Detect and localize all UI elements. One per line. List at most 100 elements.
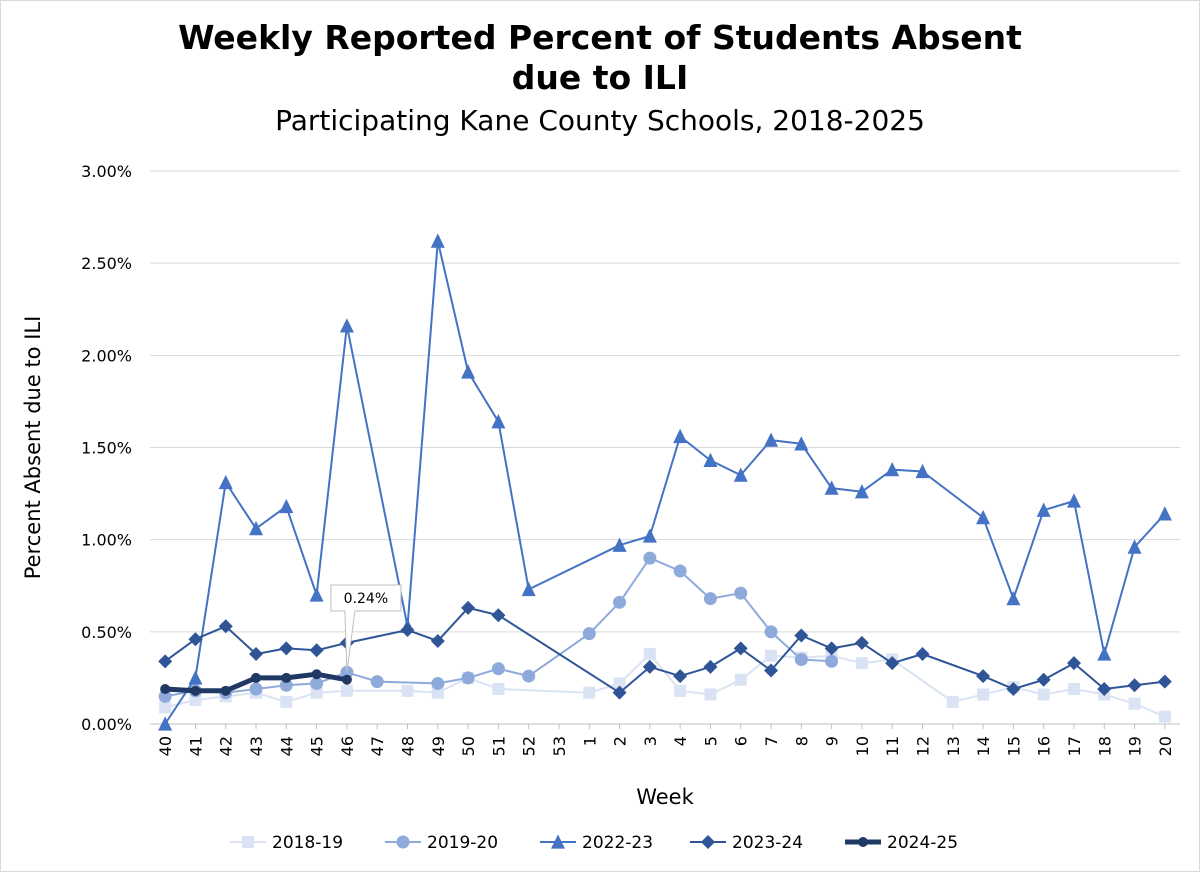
data-point-2018-19: [734, 673, 747, 686]
data-point-2022-23: [339, 318, 354, 333]
x-tick-label: 18: [1095, 736, 1114, 756]
data-point-2019-20: [310, 676, 324, 690]
data-point-2022-23: [309, 587, 324, 602]
data-point-2018-19: [431, 686, 444, 699]
x-tick-label: 52: [520, 736, 539, 756]
data-point-2019-20: [461, 671, 475, 685]
data-point-2018-19: [159, 701, 172, 714]
data-point-2019-20: [703, 592, 717, 606]
data-point-2024-25: [281, 672, 292, 683]
data-point-2023-24: [673, 669, 688, 684]
x-tick-label: 13: [944, 736, 963, 756]
data-point-2022-23: [885, 461, 900, 477]
data-point-2018-19: [492, 682, 505, 695]
data-point-2023-24: [249, 646, 264, 661]
x-tick-label: 6: [732, 736, 751, 746]
data-point-2022-23: [642, 528, 657, 543]
data-point-2018-19: [1158, 710, 1171, 723]
data-point-2022-23: [521, 581, 536, 597]
legend-marker-2019-20: [396, 835, 410, 849]
y-tick-label: 2.50%: [81, 254, 132, 273]
data-point-2022-23: [976, 509, 991, 525]
x-tick-label: 48: [399, 736, 418, 756]
x-tick-label: 11: [883, 736, 902, 756]
legend-marker-2023-24: [701, 835, 715, 849]
data-point-2018-19: [189, 694, 202, 707]
data-point-2022-23: [854, 484, 869, 499]
data-point-2018-19: [280, 695, 293, 708]
data-point-2023-24: [1006, 681, 1021, 696]
data-callout-label: 0.24%: [344, 591, 388, 607]
data-point-2018-19: [401, 684, 414, 697]
data-point-2022-23: [1066, 493, 1081, 508]
data-point-2022-23: [764, 432, 779, 447]
data-point-2018-19: [643, 647, 656, 660]
data-point-2018-19: [704, 688, 717, 701]
x-tick-label: 10: [853, 736, 872, 756]
x-tick-label: 45: [308, 736, 327, 756]
data-point-2019-20: [643, 551, 657, 565]
data-point-2019-20: [673, 564, 687, 578]
y-tick-label: 0.50%: [81, 623, 132, 642]
data-callout-box: [330, 584, 402, 672]
data-point-2018-19: [765, 649, 778, 662]
data-point-2023-24: [642, 659, 657, 674]
data-point-2018-19: [977, 688, 990, 701]
data-point-2019-20: [340, 665, 354, 679]
data-point-2022-23: [794, 436, 809, 451]
data-point-2023-24: [612, 685, 627, 700]
data-point-2019-20: [764, 625, 778, 639]
data-point-2023-24: [824, 641, 839, 656]
data-point-2019-20: [522, 669, 536, 683]
data-point-2022-23: [1127, 539, 1142, 554]
data-point-2022-23: [1097, 646, 1112, 661]
data-point-2019-20: [249, 682, 263, 696]
legend-label-2023-24: 2023-24: [732, 833, 803, 853]
data-point-2018-19: [310, 686, 323, 699]
data-point-2018-19: [340, 684, 353, 697]
x-tick-label: 7: [762, 736, 781, 746]
data-point-2022-23: [733, 467, 748, 482]
data-point-2019-20: [825, 654, 839, 668]
x-tick-label: 1: [580, 736, 599, 746]
x-tick-label: 8: [792, 736, 811, 746]
x-tick-label: 5: [701, 736, 720, 746]
x-tick-label: 17: [1065, 736, 1084, 756]
data-point-2023-24: [733, 641, 748, 656]
data-point-2023-24: [158, 654, 173, 669]
data-point-2019-20: [158, 689, 172, 703]
data-point-2023-24: [976, 669, 991, 684]
data-point-2022-23: [218, 474, 233, 490]
data-point-2019-20: [734, 586, 748, 600]
data-point-2019-20: [794, 652, 808, 666]
x-tick-label: 41: [186, 736, 205, 756]
data-point-2024-25: [160, 683, 171, 694]
y-tick-label: 0.00%: [81, 715, 132, 734]
data-point-2022-23: [158, 716, 173, 731]
data-point-2022-23: [491, 414, 506, 429]
data-point-2023-24: [1036, 672, 1051, 687]
x-tick-label: 47: [368, 736, 387, 756]
x-tick-label: 4: [671, 736, 690, 746]
data-point-2023-24: [915, 646, 930, 661]
legend-label-2019-20: 2019-20: [427, 833, 498, 853]
x-tick-label: 9: [823, 736, 842, 746]
chart-subtitle: Participating Kane County Schools, 2018-…: [275, 104, 925, 137]
data-point-2023-24: [885, 656, 900, 671]
data-point-2019-20: [491, 662, 505, 676]
data-point-2018-19: [1037, 688, 1050, 701]
data-point-2018-19: [674, 684, 687, 697]
data-point-2018-19: [583, 686, 596, 699]
data-point-2023-24: [491, 608, 506, 623]
legend-label-2018-19: 2018-19: [272, 833, 343, 853]
data-point-2022-23: [703, 452, 718, 468]
data-point-2022-23: [1006, 591, 1021, 606]
x-tick-label: 15: [1004, 736, 1023, 756]
data-point-2024-25: [251, 672, 262, 683]
legend-label-2022-23: 2022-23: [582, 833, 653, 853]
data-point-2018-19: [855, 657, 868, 670]
data-point-2023-24: [218, 619, 233, 634]
data-point-2022-23: [824, 480, 839, 495]
data-point-2018-19: [613, 677, 626, 690]
